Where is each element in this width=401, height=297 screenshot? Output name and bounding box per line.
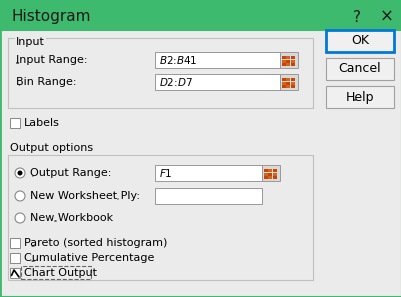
- Bar: [263, 176, 267, 179]
- FancyBboxPatch shape: [10, 238, 20, 248]
- Text: ×: ×: [379, 8, 393, 26]
- Text: Bin Range:: Bin Range:: [16, 77, 76, 87]
- FancyBboxPatch shape: [325, 58, 393, 80]
- FancyBboxPatch shape: [8, 155, 312, 280]
- Bar: [281, 81, 285, 85]
- FancyBboxPatch shape: [10, 118, 20, 128]
- Circle shape: [18, 170, 22, 176]
- Bar: [281, 85, 285, 88]
- Text: OK: OK: [350, 34, 368, 48]
- Text: New Workbook: New Workbook: [30, 213, 113, 223]
- Circle shape: [15, 168, 25, 178]
- Bar: [263, 173, 267, 176]
- Bar: [272, 169, 276, 172]
- Text: $D$2:$D$7: $D$2:$D$7: [159, 76, 192, 88]
- FancyBboxPatch shape: [10, 253, 20, 263]
- FancyBboxPatch shape: [261, 165, 279, 181]
- Bar: [290, 63, 294, 66]
- Bar: [281, 59, 285, 62]
- Bar: [286, 81, 290, 85]
- FancyBboxPatch shape: [8, 38, 312, 108]
- Bar: [272, 176, 276, 179]
- Bar: [281, 78, 285, 81]
- FancyBboxPatch shape: [155, 188, 261, 204]
- Bar: [290, 81, 294, 85]
- FancyBboxPatch shape: [325, 30, 393, 52]
- Text: Pareto (sorted histogram): Pareto (sorted histogram): [24, 238, 167, 248]
- Bar: [290, 78, 294, 81]
- FancyBboxPatch shape: [325, 86, 393, 108]
- Bar: [290, 59, 294, 62]
- Text: New Worksheet Ply:: New Worksheet Ply:: [30, 191, 140, 201]
- Bar: [286, 78, 290, 81]
- Bar: [286, 59, 290, 62]
- Text: Cancel: Cancel: [338, 62, 381, 75]
- FancyBboxPatch shape: [0, 0, 401, 30]
- FancyBboxPatch shape: [279, 52, 297, 68]
- Text: Cumulative Percentage: Cumulative Percentage: [24, 253, 154, 263]
- Bar: [290, 85, 294, 88]
- FancyBboxPatch shape: [155, 74, 279, 90]
- FancyBboxPatch shape: [155, 165, 261, 181]
- Text: Output options: Output options: [10, 143, 93, 153]
- Bar: [263, 169, 267, 172]
- Bar: [286, 56, 290, 59]
- FancyBboxPatch shape: [155, 52, 279, 68]
- Text: Input Range:: Input Range:: [16, 55, 87, 65]
- Bar: [268, 169, 272, 172]
- Bar: [268, 173, 272, 176]
- FancyBboxPatch shape: [0, 30, 401, 297]
- Text: Labels: Labels: [24, 118, 60, 128]
- Bar: [286, 85, 290, 88]
- Text: $F$1: $F$1: [159, 167, 172, 179]
- Text: Histogram: Histogram: [12, 10, 91, 24]
- Bar: [290, 56, 294, 59]
- Bar: [268, 176, 272, 179]
- Text: $B$2:$B$41: $B$2:$B$41: [159, 54, 197, 66]
- Text: Input: Input: [16, 37, 45, 47]
- FancyBboxPatch shape: [10, 268, 20, 278]
- Text: Help: Help: [345, 91, 373, 103]
- Text: Output Range:: Output Range:: [30, 168, 111, 178]
- Text: ?: ?: [352, 10, 360, 24]
- Bar: [286, 63, 290, 66]
- Circle shape: [15, 191, 25, 201]
- Text: Chart Output: Chart Output: [24, 268, 97, 278]
- FancyBboxPatch shape: [279, 74, 297, 90]
- Circle shape: [15, 213, 25, 223]
- Bar: [281, 56, 285, 59]
- Bar: [281, 63, 285, 66]
- Bar: [272, 173, 276, 176]
